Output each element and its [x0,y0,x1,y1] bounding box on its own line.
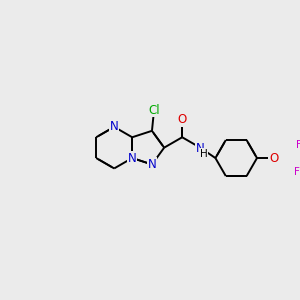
Text: F: F [294,167,299,177]
Text: N: N [110,120,118,134]
Text: N: N [196,142,205,155]
Text: O: O [269,152,278,164]
Text: Cl: Cl [148,103,160,117]
Text: N: N [148,158,156,171]
Text: F: F [296,140,300,150]
Text: H: H [200,149,208,159]
Text: N: N [128,152,136,164]
Text: O: O [178,113,187,126]
